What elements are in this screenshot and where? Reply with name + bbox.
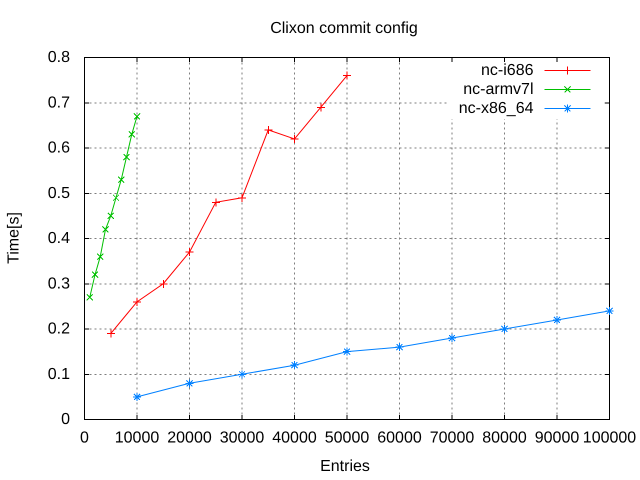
svg-text:0.5: 0.5 bbox=[48, 185, 70, 202]
svg-text:Time[s]: Time[s] bbox=[6, 212, 23, 264]
svg-text:30000: 30000 bbox=[220, 430, 265, 447]
svg-text:nc-i686: nc-i686 bbox=[481, 62, 534, 79]
svg-text:80000: 80000 bbox=[482, 430, 527, 447]
svg-text:90000: 90000 bbox=[535, 430, 580, 447]
svg-text:0: 0 bbox=[80, 430, 89, 447]
svg-text:10000: 10000 bbox=[115, 430, 160, 447]
svg-text:0.3: 0.3 bbox=[48, 275, 70, 292]
svg-text:100000: 100000 bbox=[583, 430, 636, 447]
svg-text:50000: 50000 bbox=[325, 430, 370, 447]
svg-text:Entries: Entries bbox=[320, 458, 370, 475]
svg-text:0: 0 bbox=[61, 411, 70, 428]
svg-text:0.4: 0.4 bbox=[48, 230, 70, 247]
svg-text:Clixon commit config: Clixon commit config bbox=[270, 20, 418, 37]
svg-text:70000: 70000 bbox=[430, 430, 475, 447]
svg-text:nc-armv7l: nc-armv7l bbox=[463, 81, 533, 98]
svg-text:0.2: 0.2 bbox=[48, 321, 70, 338]
svg-text:20000: 20000 bbox=[167, 430, 212, 447]
svg-text:0.1: 0.1 bbox=[48, 366, 70, 383]
svg-text:nc-x86_64: nc-x86_64 bbox=[459, 100, 534, 117]
svg-text:60000: 60000 bbox=[377, 430, 422, 447]
svg-text:0.7: 0.7 bbox=[48, 94, 70, 111]
svg-text:0.6: 0.6 bbox=[48, 140, 70, 157]
svg-text:40000: 40000 bbox=[272, 430, 317, 447]
svg-text:0.8: 0.8 bbox=[48, 49, 70, 66]
